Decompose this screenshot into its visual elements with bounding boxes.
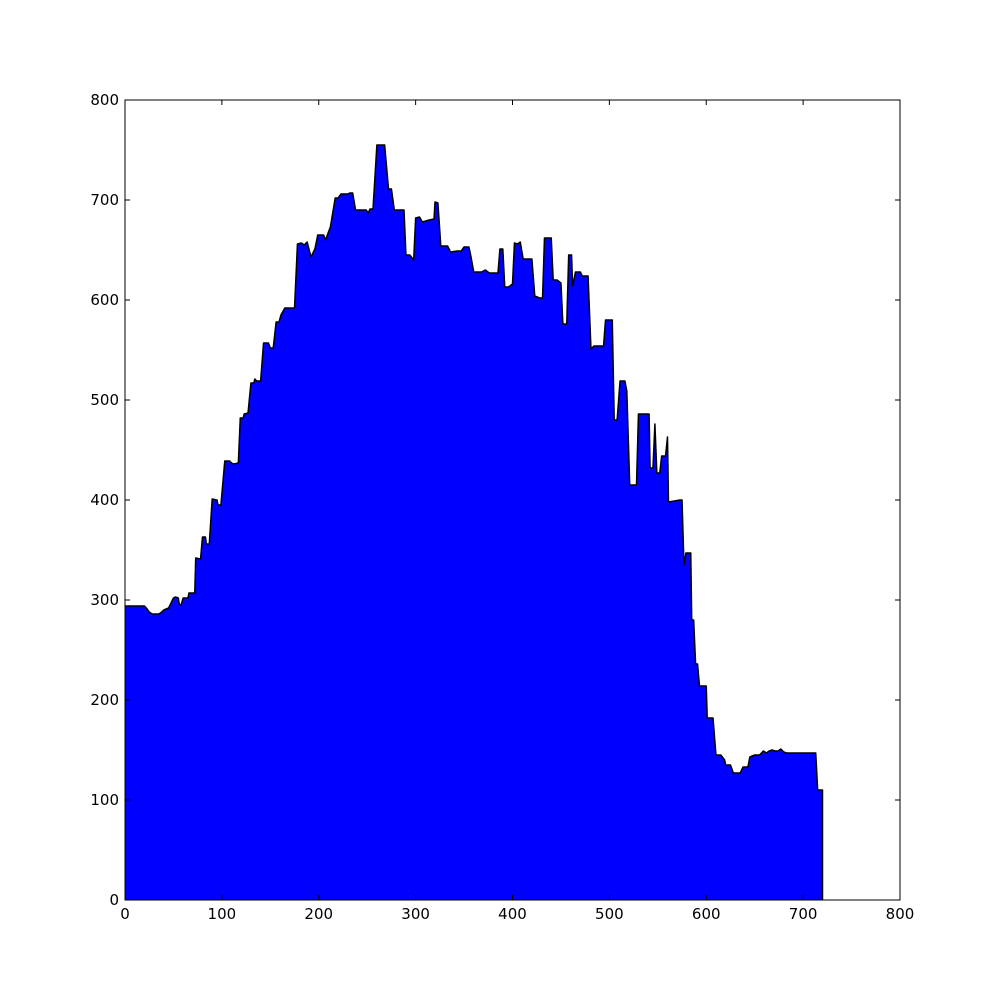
x-tick-label: 0 (120, 905, 130, 923)
x-tick-label: 400 (498, 905, 527, 923)
y-tick-label: 300 (90, 591, 119, 609)
y-tick-label: 600 (90, 291, 119, 309)
series-outline (125, 144, 824, 900)
y-tick-label: 100 (90, 791, 119, 809)
x-tick-label: 300 (401, 905, 430, 923)
y-tick-label: 400 (90, 491, 119, 509)
x-tick-label: 200 (304, 905, 333, 923)
y-tick-label: 800 (90, 91, 119, 109)
y-tick-label: 700 (90, 191, 119, 209)
y-tick-label: 0 (109, 891, 119, 909)
x-tick-label: 100 (208, 905, 237, 923)
x-tick-label: 600 (692, 905, 721, 923)
tick-labels-layer: 0 100 200 300 400 500 600 700 800 0 100 200 300 400 50… (90, 91, 914, 923)
y-tick-label: 500 (90, 391, 119, 409)
ticks-layer (124, 99, 901, 901)
x-tick-label: 800 (886, 905, 915, 923)
x-tick-label: 700 (789, 905, 818, 923)
series-layer (125, 144, 824, 900)
series-area-fill (125, 145, 823, 900)
x-tick-label: 500 (595, 905, 624, 923)
y-tick-label: 200 (90, 691, 119, 709)
